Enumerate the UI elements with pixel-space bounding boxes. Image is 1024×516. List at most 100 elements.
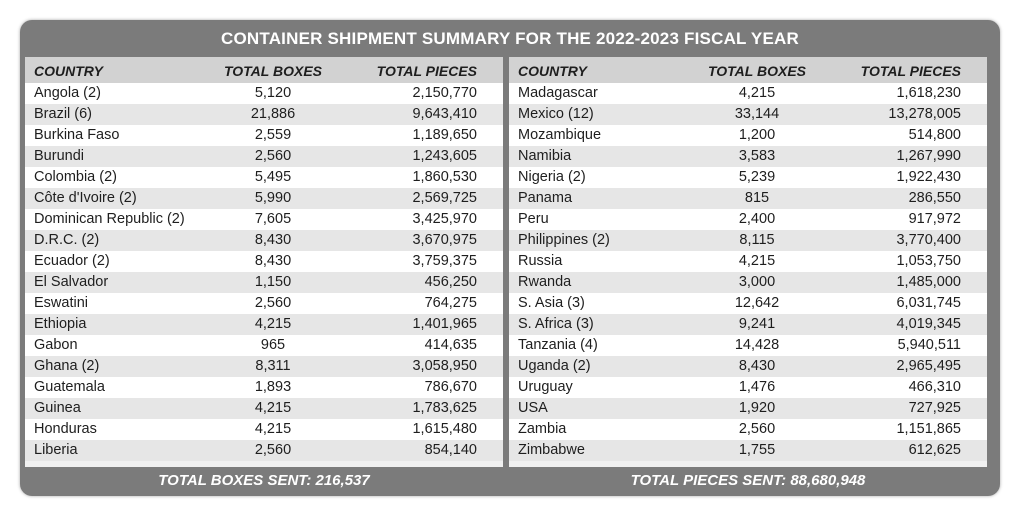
pieces-cell: 3,425,970	[412, 211, 477, 227]
country-cell: Peru	[518, 211, 549, 227]
pieces-cell: 514,800	[908, 127, 961, 143]
pieces-cell: 1,053,750	[896, 253, 961, 269]
boxes-cell: 3,000	[738, 274, 776, 290]
pieces-cell: 854,140	[424, 442, 477, 458]
pieces-cell: 917,972	[908, 211, 961, 227]
total-boxes-sent: TOTAL BOXES SENT: 216,537	[158, 472, 370, 489]
boxes-cell: 7,605	[254, 211, 292, 227]
table-row: S. Africa (3) 9,241 4,019,345	[509, 314, 987, 335]
table-row: Ghana (2) 8,311 3,058,950	[25, 356, 503, 377]
table-row: Nigeria (2) 5,239 1,922,430	[509, 167, 987, 188]
pieces-cell: 1,860,530	[412, 169, 477, 185]
country-cell: El Salvador	[34, 274, 109, 290]
country-cell: Guatemala	[34, 379, 105, 395]
boxes-cell: 2,560	[738, 421, 776, 437]
table-row: Eswatini 2,560 764,275	[25, 293, 503, 314]
table-row: Tanzania (4) 14,428 5,940,511	[509, 335, 987, 356]
country-cell: Dominican Republic (2)	[34, 211, 185, 227]
right-header-row: COUNTRY TOTAL BOXES TOTAL PIECES	[509, 57, 987, 83]
boxes-cell: 8,430	[738, 358, 776, 374]
boxes-cell: 4,215	[738, 85, 776, 101]
country-cell: Nigeria (2)	[518, 169, 586, 185]
pieces-cell: 1,267,990	[896, 148, 961, 164]
boxes-cell: 5,239	[738, 169, 776, 185]
country-cell: Eswatini	[34, 295, 88, 311]
table-row: Guinea 4,215 1,783,625	[25, 398, 503, 419]
boxes-cell: 14,428	[734, 337, 780, 353]
table-row: Dominican Republic (2) 7,605 3,425,970	[25, 209, 503, 230]
boxes-cell: 1,755	[738, 442, 776, 458]
country-cell: Rwanda	[518, 274, 572, 290]
table-row: Panama 815 286,550	[509, 188, 987, 209]
boxes-cell: 9,241	[738, 316, 776, 332]
boxes-cell: 4,215	[254, 421, 292, 437]
boxes-cell: 2,400	[738, 211, 776, 227]
boxes-cell: 3,583	[738, 148, 776, 164]
pieces-cell: 456,250	[424, 274, 477, 290]
boxes-cell: 21,886	[250, 106, 296, 122]
boxes-cell: 8,430	[254, 253, 292, 269]
country-cell: Honduras	[34, 421, 97, 437]
boxes-cell: 2,560	[254, 442, 292, 458]
boxes-cell: 1,200	[738, 127, 776, 143]
country-cell: Madagascar	[518, 85, 598, 101]
boxes-cell: 1,150	[254, 274, 292, 290]
table-row: Mexico (12) 33,144 13,278,005	[509, 104, 987, 125]
country-cell: Ecuador (2)	[34, 253, 110, 269]
boxes-cell: 5,120	[254, 85, 292, 101]
country-cell: Panama	[518, 190, 573, 206]
pieces-cell: 466,310	[908, 379, 961, 395]
country-cell: Zimbabwe	[518, 442, 585, 458]
boxes-column-header: TOTAL BOXES	[223, 63, 322, 79]
boxes-cell: 965	[260, 337, 286, 353]
country-cell: Guinea	[34, 400, 81, 416]
table-row: Namibia 3,583 1,267,990	[509, 146, 987, 167]
country-cell: S. Africa (3)	[518, 316, 594, 332]
boxes-cell: 8,430	[254, 232, 292, 248]
country-cell: Philippines (2)	[518, 232, 610, 248]
table-row: Peru 2,400 917,972	[509, 209, 987, 230]
right-table: COUNTRY TOTAL BOXES TOTAL PIECES Madagas…	[509, 57, 987, 467]
country-cell: Côte d'Ivoire (2)	[34, 190, 137, 206]
left-header-row: COUNTRY TOTAL BOXES TOTAL PIECES	[25, 57, 503, 83]
pieces-cell: 1,243,605	[412, 148, 477, 164]
table-row: Guatemala 1,893 786,670	[25, 377, 503, 398]
country-cell: Colombia (2)	[34, 169, 117, 185]
table-row: Angola (2) 5,120 2,150,770	[25, 83, 503, 104]
pieces-cell: 4,019,345	[896, 316, 961, 332]
pieces-cell: 764,275	[424, 295, 477, 311]
table-row: Liberia 2,560 854,140	[25, 440, 503, 461]
country-cell: Mozambique	[518, 127, 602, 143]
country-cell: Uganda (2)	[518, 358, 591, 374]
country-cell: Tanzania (4)	[518, 337, 598, 353]
country-cell: Uruguay	[518, 379, 573, 395]
boxes-column-header: TOTAL BOXES	[707, 63, 806, 79]
table-row: Mozambique 1,200 514,800	[509, 125, 987, 146]
table-row: Uruguay 1,476 466,310	[509, 377, 987, 398]
country-cell: D.R.C. (2)	[34, 232, 100, 248]
table-row: Rwanda 3,000 1,485,000	[509, 272, 987, 293]
pieces-cell: 1,783,625	[412, 400, 477, 416]
table-title: CONTAINER SHIPMENT SUMMARY FOR THE 2022-…	[221, 29, 799, 48]
pieces-cell: 786,670	[424, 379, 477, 395]
boxes-cell: 4,215	[254, 400, 292, 416]
table-row: Gabon 965 414,635	[25, 335, 503, 356]
table-row: Zimbabwe 1,755 612,625	[509, 440, 987, 461]
table-row: Madagascar 4,215 1,618,230	[509, 83, 987, 104]
table-row: USA 1,920 727,925	[509, 398, 987, 419]
boxes-cell: 5,990	[254, 190, 292, 206]
pieces-cell: 727,925	[908, 400, 961, 416]
boxes-cell: 4,215	[738, 253, 776, 269]
total-pieces-sent: TOTAL PIECES SENT: 88,680,948	[630, 472, 866, 489]
boxes-cell: 1,476	[738, 379, 776, 395]
pieces-cell: 3,770,400	[896, 232, 961, 248]
pieces-cell: 1,922,430	[896, 169, 961, 185]
table-row: Ecuador (2) 8,430 3,759,375	[25, 251, 503, 272]
table-row: Russia 4,215 1,053,750	[509, 251, 987, 272]
table-row: S. Asia (3) 12,642 6,031,745	[509, 293, 987, 314]
boxes-cell: 5,495	[254, 169, 292, 185]
boxes-cell: 815	[744, 190, 770, 206]
pieces-cell: 1,485,000	[896, 274, 961, 290]
boxes-cell: 2,559	[254, 127, 292, 143]
boxes-cell: 2,560	[254, 295, 292, 311]
